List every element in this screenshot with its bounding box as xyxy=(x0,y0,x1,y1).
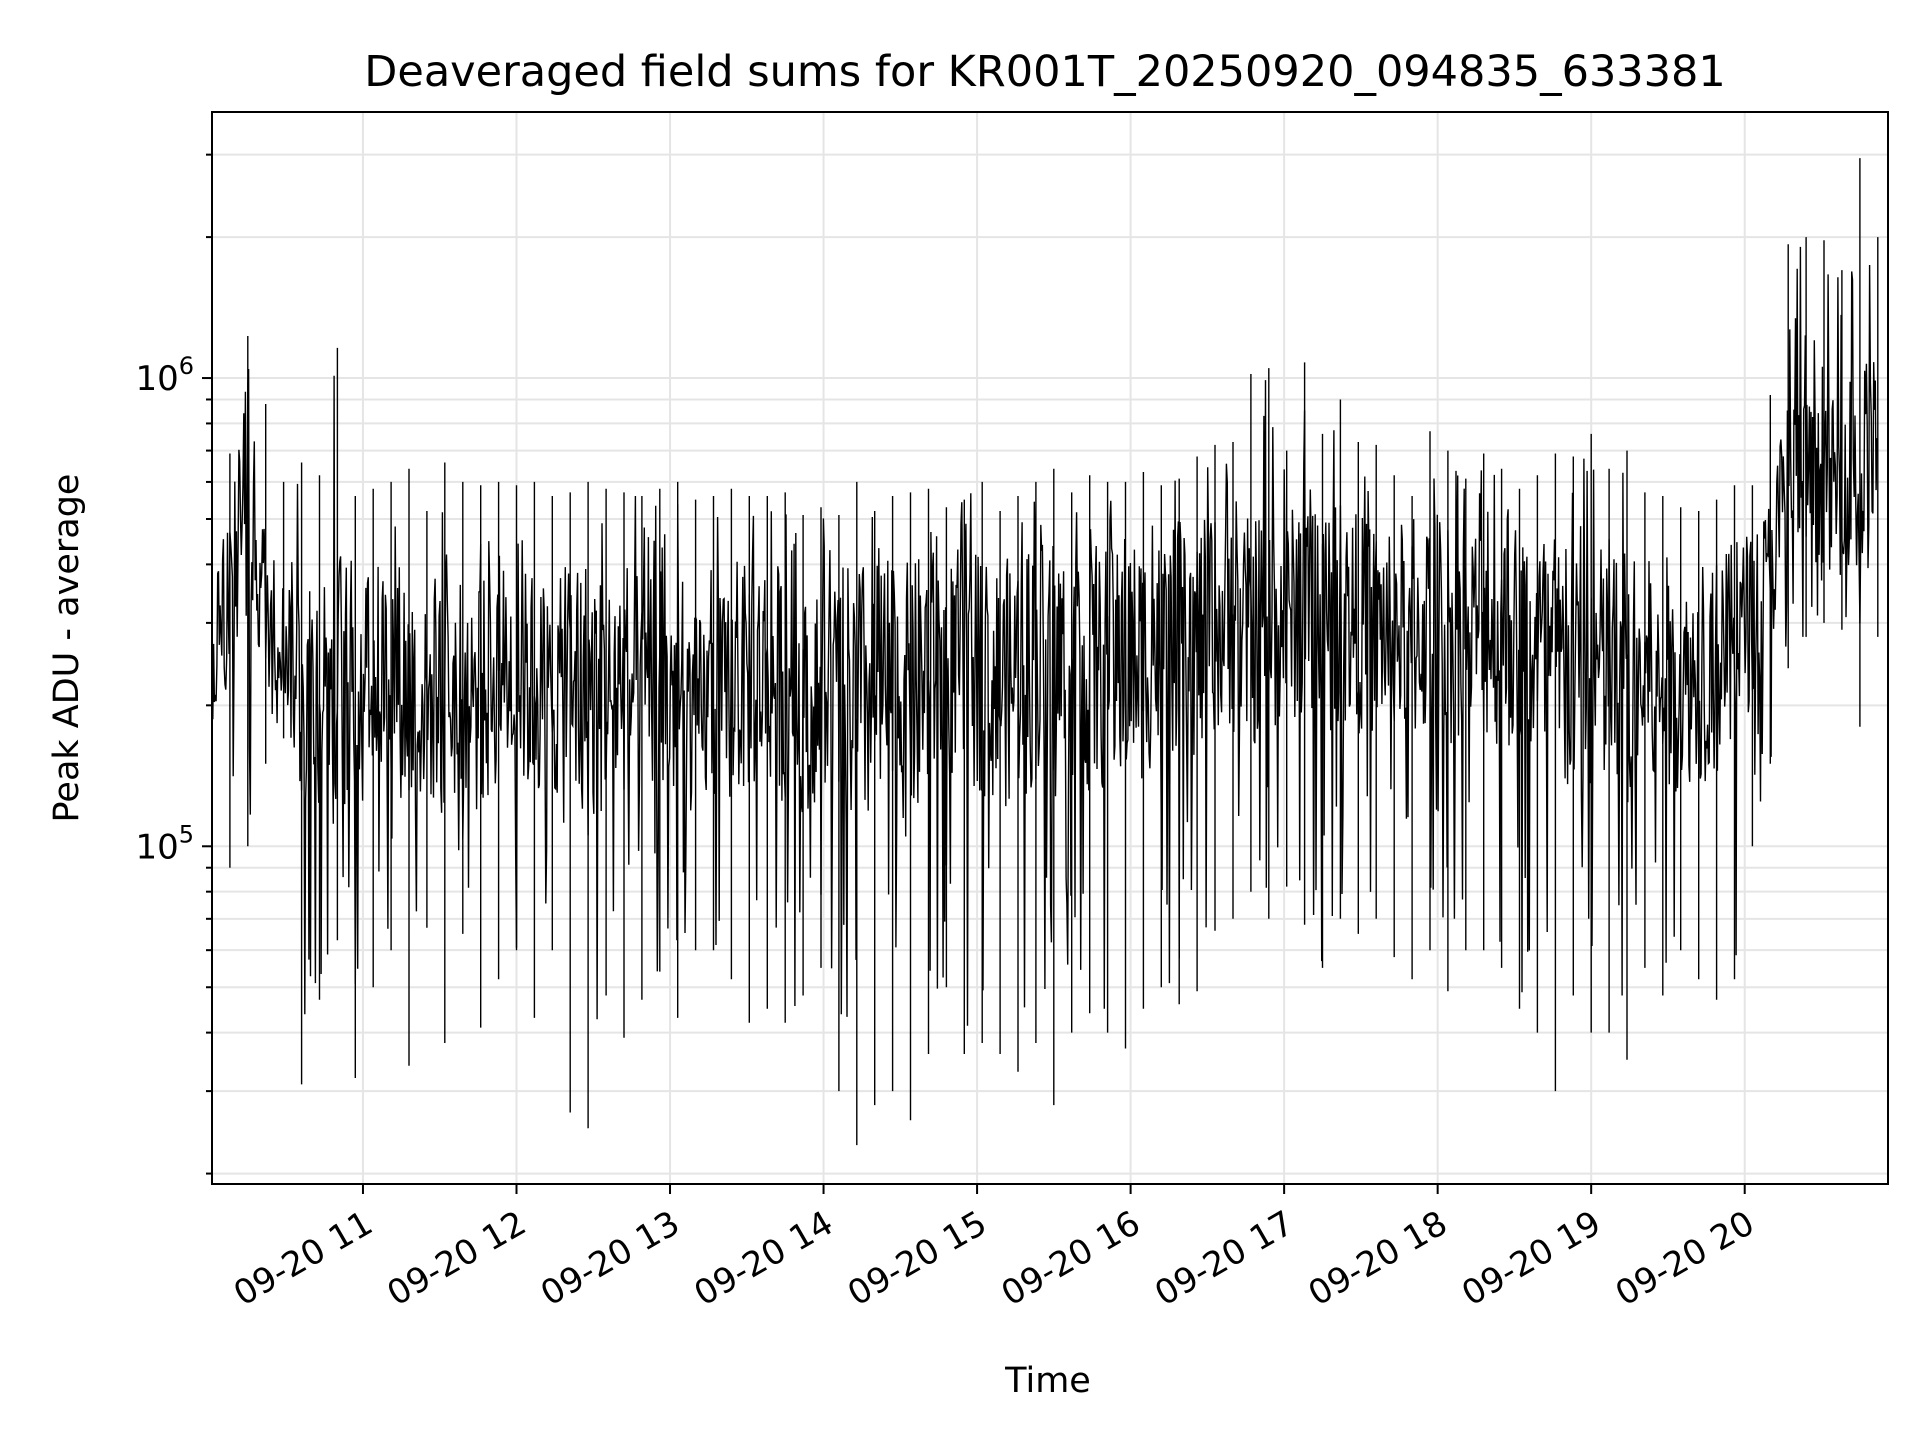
chart-title: Deaveraged field sums for KR001T_2025092… xyxy=(364,47,1726,97)
plot-frame xyxy=(211,111,1889,1185)
y-axis-label: Peak ADU - average xyxy=(47,474,87,823)
y-axis-ticks: 105 106 xyxy=(135,153,212,1175)
data-series xyxy=(211,158,1879,1146)
y-tick-label: 106 xyxy=(135,352,194,399)
x-axis-label: Time xyxy=(1004,1361,1091,1401)
series-line xyxy=(211,246,1878,1026)
y-tick-label: 105 xyxy=(135,820,194,867)
